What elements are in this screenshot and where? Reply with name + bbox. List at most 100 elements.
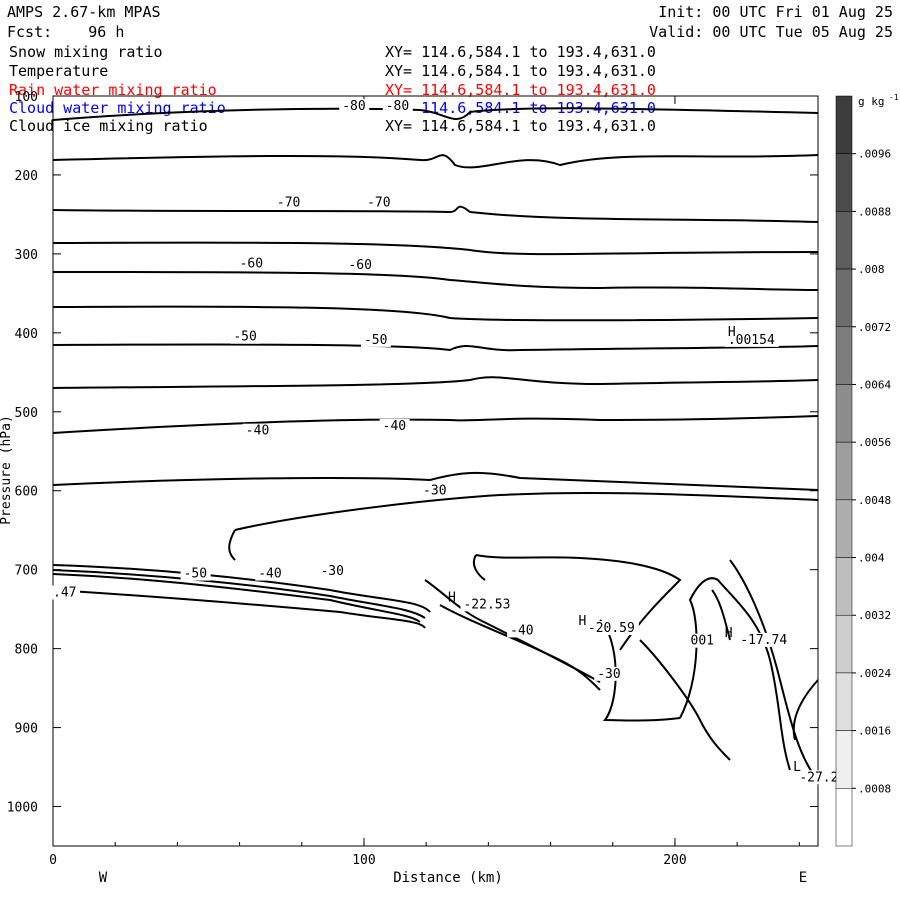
contour-label: -40 <box>383 419 406 434</box>
contour-label: -50 <box>233 330 256 345</box>
contour-label-bg <box>364 195 395 210</box>
isoline <box>52 564 431 613</box>
colorbar-label: .0064 <box>858 378 891 391</box>
contour-label: .00154 <box>728 333 775 348</box>
colorbar-label: .004 <box>858 552 885 565</box>
contour-label: -40 <box>258 567 281 582</box>
isoline <box>52 471 819 491</box>
field-cloudice-xy: XY= 114.6,584.1 to 193.4,631.0 <box>385 117 656 135</box>
isoline <box>52 573 421 623</box>
isoline <box>439 604 601 691</box>
colorbar-segment <box>835 326 853 385</box>
y-tick-label: 1000 <box>7 801 38 816</box>
isoline <box>52 241 819 256</box>
field-temp-xy: XY= 114.6,584.1 to 193.4,631.0 <box>385 62 656 80</box>
contour-label: -50 <box>184 567 207 582</box>
isoline <box>52 589 426 629</box>
field-snow-name: Snow mixing ratio <box>9 43 163 61</box>
contour-label-bg <box>382 99 413 114</box>
axis-ticks: 100 200 300 400 500 600 700 800 900 1000 0 100 200 <box>7 90 818 868</box>
contour-label: -17.74 <box>740 633 787 648</box>
y-tick-label: 200 <box>15 169 38 184</box>
forecast-hour: Fcst: 96 h <box>7 23 125 41</box>
isoline <box>711 589 731 641</box>
y-tick-label: 800 <box>15 643 38 658</box>
isoline <box>52 271 819 291</box>
colorbar-label: .0072 <box>858 321 891 334</box>
contour-label-bg <box>242 423 273 438</box>
colorbar-segment <box>835 557 853 616</box>
contour-label-bg <box>687 633 718 648</box>
valid-time: Valid: 00 UTC Tue 05 Aug 25 <box>649 23 893 41</box>
colorbar-segment <box>835 384 853 443</box>
contour-lines <box>52 107 819 781</box>
contour-label-bg <box>345 257 376 272</box>
colorbar-segment <box>835 730 853 789</box>
colorbar-segment <box>835 614 853 674</box>
contour-label: -22.53 <box>463 597 510 612</box>
contour-label: -30 <box>597 667 620 682</box>
extremum-marker: L <box>793 760 801 775</box>
contour-label-bg <box>507 623 538 638</box>
contour-label-group: -80 -80-70 -70-60 -60-50 -50-40 -40-30-50 -40-… <box>50 99 843 785</box>
isoline <box>599 619 681 722</box>
isoline <box>234 491 819 531</box>
isoline <box>52 569 426 619</box>
colorbar-segment <box>835 95 853 154</box>
model-title: AMPS 2.67-km MPAS <box>7 3 161 21</box>
contour-label-bg <box>317 564 348 579</box>
colorbar-label: .0048 <box>858 494 891 507</box>
colorbar-unit-exponent: -1 <box>889 93 899 102</box>
colorbar-label: .0096 <box>858 148 891 161</box>
y-tick-label: 300 <box>15 248 38 263</box>
contour-label-bg <box>236 256 267 271</box>
y-tick-label: 500 <box>15 406 38 421</box>
contour-label: -70 <box>277 196 300 211</box>
west-label: W <box>99 870 108 886</box>
extremum-marker: H <box>725 626 733 641</box>
x-axis-label: Distance (km) <box>393 870 503 886</box>
contour-label-bg <box>379 418 410 433</box>
contour-label-bg <box>50 585 80 600</box>
contour-label: -27.2 <box>799 770 838 785</box>
contour-label-bg <box>360 332 391 347</box>
contour-label: 001 <box>691 634 714 649</box>
isoline <box>639 639 731 761</box>
contour-label-bg <box>273 195 304 210</box>
colorbar-unit: g kg <box>858 95 885 108</box>
isoline <box>717 579 791 771</box>
y-tick-label: 400 <box>15 327 38 342</box>
contour-label: -60 <box>348 258 371 273</box>
colorbar-label: .0024 <box>858 667 891 680</box>
extremum-marker: H <box>448 590 456 605</box>
colorbar-label: .008 <box>858 263 885 276</box>
field-rain-name: Rain water mixing ratio <box>9 81 217 99</box>
isoline <box>52 305 819 322</box>
contour-label-bg <box>584 621 639 636</box>
field-snow-xy: XY= 114.6,584.1 to 193.4,631.0 <box>385 43 656 61</box>
field-rain-xy: XY= 114.6,584.1 to 193.4,631.0 <box>385 81 656 99</box>
contour-label: -50 <box>364 333 387 348</box>
colorbar: .0096 .0088 .008 .0072 .0064 .0056 .0048 .004 .0… <box>835 95 891 847</box>
colorbar-segment <box>835 211 853 270</box>
isoline <box>679 577 719 719</box>
isoline <box>52 107 819 121</box>
contour-label: -30 <box>423 484 446 499</box>
contour-label-bg <box>460 597 515 612</box>
contour-label-bg <box>796 770 843 785</box>
isoline <box>52 205 819 223</box>
colorbar-segment <box>835 268 853 328</box>
contour-label-bg <box>230 329 261 344</box>
contour-label: .47 <box>53 586 76 601</box>
isoline <box>52 415 819 434</box>
isoline <box>52 343 819 352</box>
colorbar-label: .0088 <box>858 205 891 218</box>
extremum-marker: H <box>728 325 736 340</box>
isoline <box>52 154 819 169</box>
x-tick-label: 200 <box>663 853 686 868</box>
x-tick-label: 0 <box>49 853 57 868</box>
contour-label: -30 <box>320 564 343 579</box>
contour-label: -40 <box>510 623 533 638</box>
contour-label-bg <box>737 632 792 647</box>
